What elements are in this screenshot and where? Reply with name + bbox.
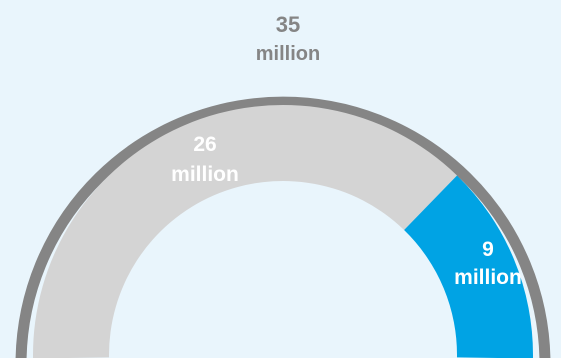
- segment-blue-value-label: 9: [482, 238, 494, 261]
- segment-gray-value-label: 26: [193, 133, 216, 156]
- segment-gray-26-million: [33, 105, 457, 358]
- total-ring: [15, 96, 551, 358]
- segment-blue-9-million: [404, 175, 533, 358]
- segment-gray-unit-label: million: [171, 163, 239, 186]
- total-value-label: 35: [276, 12, 300, 37]
- total-unit-label: million: [256, 43, 320, 65]
- segment-blue-unit-label: million: [454, 266, 522, 289]
